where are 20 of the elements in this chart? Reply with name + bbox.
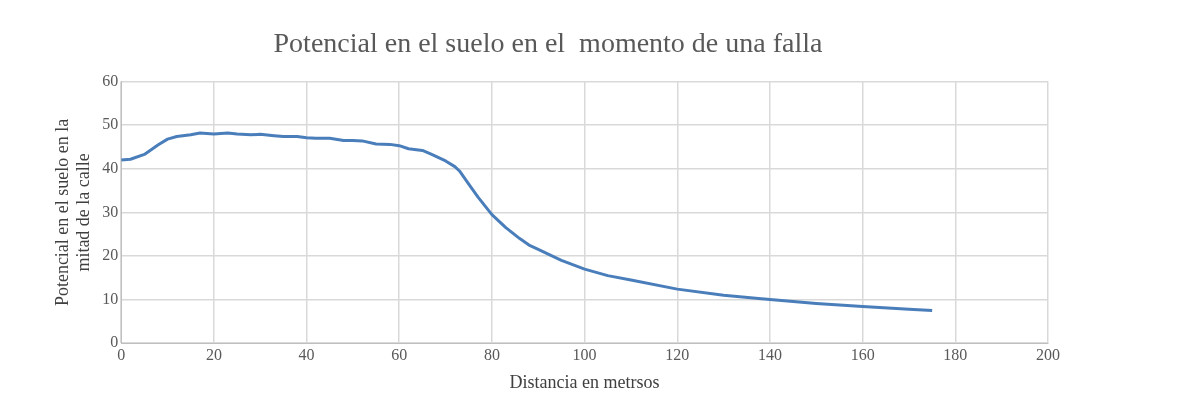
x-tick-label: 200: [1036, 346, 1060, 363]
x-tick-label: 140: [757, 346, 782, 363]
y-tick-label: 10: [102, 289, 119, 307]
y-tick-label: 60: [102, 71, 119, 89]
x-tick-label: 40: [298, 346, 315, 363]
x-tick-label: 20: [205, 346, 222, 363]
y-tick-label: 30: [102, 202, 119, 220]
y-tick-label: 50: [102, 115, 119, 133]
x-tick-label: 160: [850, 346, 875, 363]
x-tick-label: 80: [483, 346, 500, 363]
y-tick-label: 0: [110, 333, 119, 351]
chart-title: Potencial en el suelo en el momento de una falla: [273, 27, 824, 59]
x-tick-label: 100: [572, 346, 597, 363]
y-tick-label: 40: [102, 159, 119, 176]
x-tick-label: 180: [943, 346, 968, 363]
x-tick-label: 60: [391, 346, 408, 363]
y-tick-label: 20: [102, 246, 119, 264]
x-tick-label: 120: [665, 346, 690, 363]
y-axis-title: Potencial en el suelo en la mitad de la calle: [51, 118, 94, 307]
x-axis-title: Distancia en metrsos: [509, 371, 660, 392]
